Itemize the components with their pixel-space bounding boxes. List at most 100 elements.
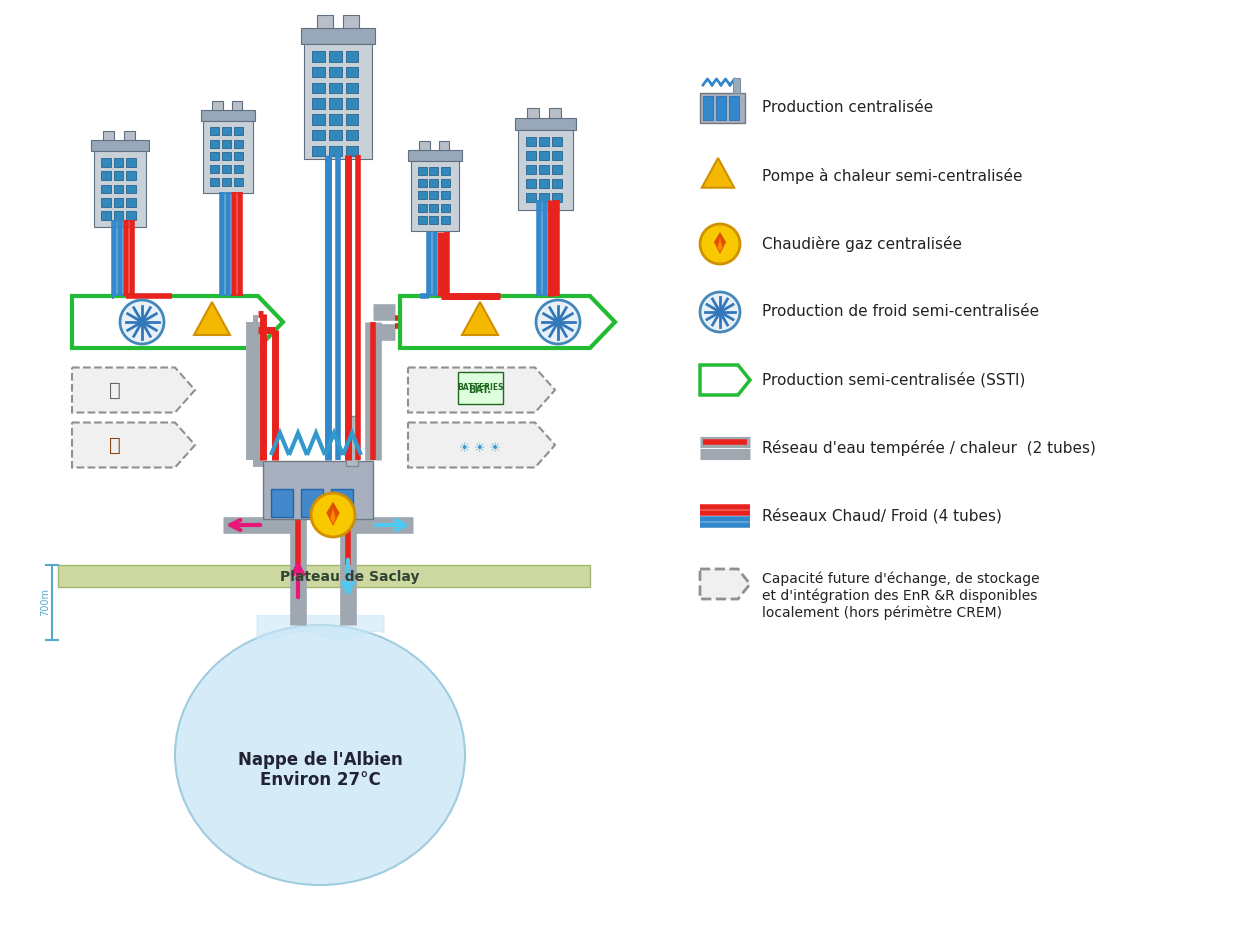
Text: Plateau de Saclay: Plateau de Saclay — [281, 570, 420, 584]
FancyBboxPatch shape — [329, 98, 342, 109]
FancyBboxPatch shape — [715, 96, 727, 120]
FancyBboxPatch shape — [345, 145, 359, 156]
FancyBboxPatch shape — [733, 78, 740, 93]
FancyBboxPatch shape — [233, 140, 243, 148]
FancyBboxPatch shape — [114, 171, 123, 179]
FancyBboxPatch shape — [103, 130, 114, 140]
FancyBboxPatch shape — [124, 130, 135, 140]
FancyBboxPatch shape — [441, 191, 450, 199]
FancyBboxPatch shape — [417, 166, 427, 175]
FancyBboxPatch shape — [525, 179, 535, 188]
Text: Production centralisée: Production centralisée — [763, 101, 933, 116]
FancyBboxPatch shape — [441, 179, 450, 187]
FancyBboxPatch shape — [458, 372, 503, 404]
FancyBboxPatch shape — [102, 185, 111, 193]
FancyBboxPatch shape — [700, 93, 745, 123]
Text: Réseaux Chaud/ Froid (4 tubes): Réseaux Chaud/ Froid (4 tubes) — [763, 508, 1002, 524]
FancyBboxPatch shape — [263, 461, 373, 519]
Polygon shape — [330, 509, 335, 524]
FancyBboxPatch shape — [222, 178, 231, 186]
Circle shape — [310, 493, 355, 537]
FancyBboxPatch shape — [304, 43, 373, 159]
FancyBboxPatch shape — [312, 98, 325, 109]
FancyBboxPatch shape — [102, 198, 111, 206]
Polygon shape — [194, 302, 230, 335]
FancyBboxPatch shape — [114, 211, 123, 220]
Polygon shape — [400, 296, 615, 348]
Circle shape — [700, 224, 740, 264]
Polygon shape — [700, 569, 750, 599]
FancyBboxPatch shape — [210, 127, 220, 135]
FancyBboxPatch shape — [539, 179, 549, 188]
Text: Chaudière gaz centralisée: Chaudière gaz centralisée — [763, 236, 963, 252]
Circle shape — [120, 300, 164, 344]
FancyBboxPatch shape — [527, 108, 539, 118]
FancyBboxPatch shape — [430, 204, 438, 212]
FancyBboxPatch shape — [430, 216, 438, 224]
Polygon shape — [700, 365, 750, 395]
Circle shape — [700, 292, 740, 332]
FancyBboxPatch shape — [419, 142, 430, 150]
FancyBboxPatch shape — [441, 204, 450, 212]
FancyBboxPatch shape — [345, 130, 359, 141]
FancyBboxPatch shape — [317, 16, 333, 28]
FancyBboxPatch shape — [417, 191, 427, 199]
FancyBboxPatch shape — [332, 489, 353, 517]
FancyBboxPatch shape — [409, 150, 462, 161]
Text: Réseau d'eau tempérée / chaleur  (2 tubes): Réseau d'eau tempérée / chaleur (2 tubes… — [763, 440, 1095, 456]
FancyBboxPatch shape — [212, 101, 222, 110]
FancyBboxPatch shape — [210, 178, 220, 186]
FancyBboxPatch shape — [417, 179, 427, 187]
FancyBboxPatch shape — [222, 153, 231, 160]
FancyBboxPatch shape — [345, 67, 359, 78]
FancyBboxPatch shape — [114, 198, 123, 206]
FancyBboxPatch shape — [301, 28, 375, 43]
Polygon shape — [714, 232, 727, 254]
FancyBboxPatch shape — [114, 158, 123, 166]
FancyBboxPatch shape — [102, 211, 111, 220]
FancyBboxPatch shape — [345, 51, 359, 62]
FancyBboxPatch shape — [329, 114, 342, 125]
Text: Production semi-centralisée (SSTI): Production semi-centralisée (SSTI) — [763, 372, 1026, 388]
FancyBboxPatch shape — [114, 185, 123, 193]
FancyBboxPatch shape — [312, 82, 325, 93]
Text: BAT.: BAT. — [468, 385, 492, 395]
FancyBboxPatch shape — [347, 416, 358, 466]
Text: 🔥: 🔥 — [109, 436, 120, 454]
FancyBboxPatch shape — [312, 114, 325, 125]
FancyBboxPatch shape — [210, 153, 220, 160]
FancyBboxPatch shape — [329, 51, 342, 62]
Text: Production de froid semi-centralisée: Production de froid semi-centralisée — [763, 304, 1040, 319]
FancyBboxPatch shape — [430, 166, 438, 175]
FancyBboxPatch shape — [539, 193, 549, 202]
FancyBboxPatch shape — [539, 165, 549, 174]
FancyBboxPatch shape — [312, 145, 325, 156]
Text: BATTERIES: BATTERIES — [457, 384, 503, 392]
FancyBboxPatch shape — [312, 130, 325, 141]
FancyBboxPatch shape — [551, 179, 561, 188]
FancyBboxPatch shape — [210, 140, 220, 148]
FancyBboxPatch shape — [301, 489, 323, 517]
FancyBboxPatch shape — [430, 191, 438, 199]
FancyBboxPatch shape — [525, 137, 535, 146]
Text: 700m: 700m — [40, 588, 50, 616]
FancyBboxPatch shape — [94, 152, 147, 228]
FancyBboxPatch shape — [525, 151, 535, 160]
FancyBboxPatch shape — [233, 165, 243, 173]
Polygon shape — [327, 501, 339, 526]
Polygon shape — [72, 367, 195, 413]
FancyBboxPatch shape — [329, 82, 342, 93]
FancyBboxPatch shape — [233, 153, 243, 160]
FancyBboxPatch shape — [312, 67, 325, 78]
FancyBboxPatch shape — [525, 193, 535, 202]
FancyBboxPatch shape — [525, 165, 535, 174]
FancyBboxPatch shape — [127, 185, 135, 193]
Polygon shape — [72, 423, 195, 467]
FancyBboxPatch shape — [200, 110, 256, 121]
FancyBboxPatch shape — [102, 158, 111, 166]
FancyBboxPatch shape — [102, 171, 111, 179]
FancyBboxPatch shape — [514, 118, 575, 130]
FancyBboxPatch shape — [127, 198, 135, 206]
FancyBboxPatch shape — [441, 166, 450, 175]
FancyBboxPatch shape — [438, 142, 450, 150]
